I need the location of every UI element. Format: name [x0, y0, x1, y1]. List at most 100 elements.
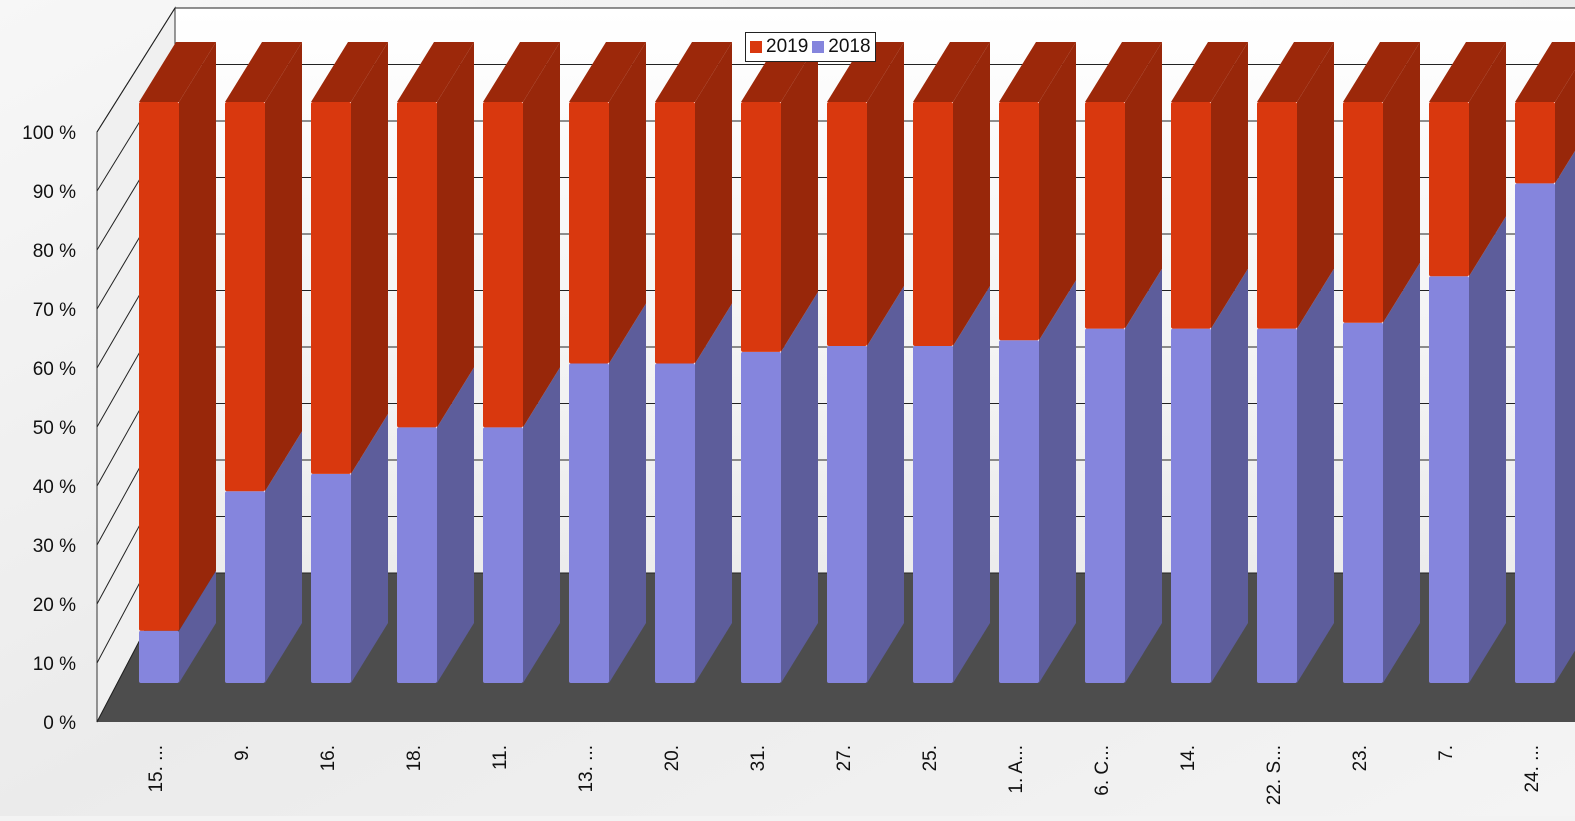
bar-2019-9-top [913, 42, 990, 102]
bar-2018-13-side [1297, 268, 1334, 683]
bar-2019-0-top [139, 42, 216, 102]
x-tick-label: 7. [1436, 745, 1457, 761]
legend-swatch-2018 [812, 41, 825, 53]
x-tick-label: 11. [490, 745, 511, 770]
y-tick-label: 100 % [22, 123, 76, 144]
x-tick-label: 13. ... [576, 745, 597, 793]
x-tick-label: 14. [1178, 745, 1199, 771]
bar-2019-2-top [311, 42, 388, 102]
bar-2018-3 [397, 367, 474, 683]
bar-2018-0 [139, 570, 216, 683]
y-tick-label: 0 % [43, 713, 76, 734]
bar-2019-1 [225, 42, 302, 492]
bar-2018-11-front [1085, 328, 1125, 683]
bar-2018-15-front [1429, 276, 1469, 683]
x-tick-label: 9. [232, 745, 253, 761]
bar-2018-12-side [1211, 268, 1248, 683]
bar-2019-13-top [1257, 42, 1334, 102]
bar-2018-8-front [827, 346, 867, 683]
bar-2019-0 [139, 42, 216, 631]
bar-2018-9-side [953, 286, 990, 683]
x-tick-label: 15. ... [146, 745, 167, 793]
y-axis-tick-labels: 0 % 10 % 20 % 30 % 40 % 50 % 60 % 70 % 80 % 90 % 1… [22, 123, 76, 734]
bar-2019-8-top [827, 42, 904, 102]
x-tick-label: 25. [920, 745, 941, 771]
bar-2018-2 [311, 413, 388, 683]
bar-2019-2-front [311, 102, 351, 474]
bar-2018-3-front [397, 427, 437, 683]
bar-2019-9-side [953, 42, 990, 347]
bar-2018-3-side [437, 367, 474, 683]
bar-2019-2-side [351, 42, 388, 474]
bar-2019-6 [655, 42, 732, 364]
bar-2018-14-front [1343, 322, 1383, 683]
y-tick-label: 10 % [33, 654, 76, 675]
bar-2018-14-side [1383, 262, 1420, 683]
bar-2019-5-side [609, 42, 646, 364]
bar-2019-16-side [1555, 69, 1575, 184]
bar-2018-1-side [265, 431, 302, 683]
bar-2018-8-side [867, 286, 904, 683]
bar-2019-11-top [1085, 42, 1162, 102]
bar-2018-4-side [523, 367, 560, 683]
bar-2019-5 [569, 42, 646, 364]
bar-2019-6-top [655, 42, 732, 102]
bar-2018-0-front [139, 630, 179, 683]
bar-2018-2-front [311, 473, 351, 683]
bar-2019-6-side [695, 42, 732, 364]
bar-2019-14-top [1343, 42, 1420, 102]
bar-2019-16-front [1515, 102, 1555, 184]
bar-2019-7-front [741, 102, 781, 352]
bar-2018-4-front [483, 427, 523, 683]
bar-2018-5-side [609, 303, 646, 683]
bar-2019-10 [999, 42, 1076, 341]
x-tick-label: 24. ... [1522, 745, 1543, 793]
bar-2019-7 [741, 42, 818, 352]
bar-2019-12-front [1171, 102, 1211, 329]
bar-2018-15 [1429, 216, 1506, 684]
bar-2018-14 [1343, 262, 1420, 683]
legend-swatch-2019 [750, 41, 762, 53]
bar-2019-3-front [397, 102, 437, 428]
x-tick-label: 23. [1350, 745, 1371, 771]
gridline-side [96, 7, 176, 133]
bar-2019-5-front [569, 102, 609, 364]
bar-2018-10-front [999, 340, 1039, 683]
bar-2018-1 [225, 431, 302, 683]
bar-2019-8-side [867, 42, 904, 347]
bar-2018-0-side [179, 570, 216, 683]
bar-2019-12 [1171, 42, 1248, 329]
x-tick-label: 22. S... [1264, 745, 1285, 805]
bar-2019-13 [1257, 42, 1334, 329]
bar-2018-5 [569, 303, 646, 683]
bar-2019-11-front [1085, 102, 1125, 329]
bar-2018-16-front [1515, 183, 1555, 683]
y-tick-label: 20 % [33, 595, 76, 616]
bar-2019-4-front [483, 102, 523, 428]
bar-2019-13-side [1297, 42, 1334, 329]
bar-2018-15-side [1469, 216, 1506, 684]
bar-2019-16 [1515, 42, 1575, 184]
bar-2018-4 [483, 367, 560, 683]
bar-2019-4-side [523, 42, 560, 428]
bar-2018-12 [1171, 268, 1248, 683]
bar-2019-8-front [827, 102, 867, 347]
bar-2019-15-side [1469, 42, 1506, 277]
bar-2018-5-front [569, 363, 609, 683]
bar-2019-0-side [179, 42, 216, 631]
bar-2019-4 [483, 42, 560, 428]
legend-item-2018: 2018 [812, 36, 871, 58]
bar-2019-15 [1429, 42, 1506, 277]
bar-2018-9 [913, 286, 990, 683]
bar-2019-14-front [1343, 102, 1383, 323]
bar-2019-13-front [1257, 102, 1297, 329]
bar-2018-6 [655, 303, 732, 683]
bar-2018-6-front [655, 363, 695, 683]
legend: 2019 2018 [745, 32, 876, 62]
bar-2019-15-front [1429, 102, 1469, 277]
bar-2018-9-front [913, 346, 953, 683]
bar-2019-12-side [1211, 42, 1248, 329]
x-tick-label: 31. [748, 745, 769, 771]
x-tick-label: 27. [834, 745, 855, 771]
